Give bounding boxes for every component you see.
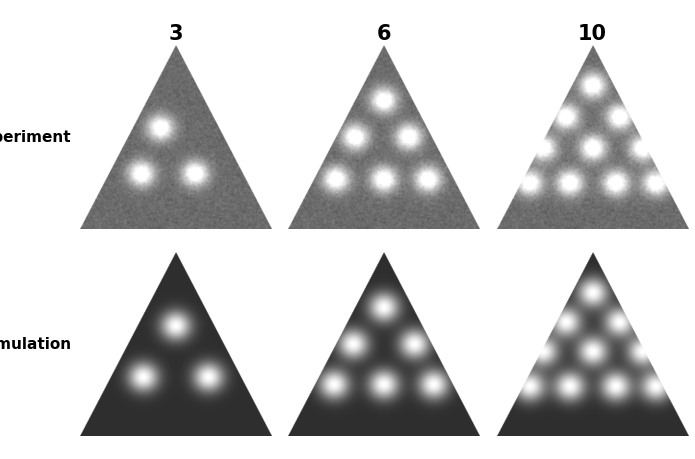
Text: Simulation: Simulation [0, 337, 72, 352]
Text: 10: 10 [578, 24, 607, 44]
Text: 6: 6 [377, 24, 391, 44]
Text: Experiment: Experiment [0, 130, 72, 145]
Text: 3: 3 [168, 24, 183, 44]
